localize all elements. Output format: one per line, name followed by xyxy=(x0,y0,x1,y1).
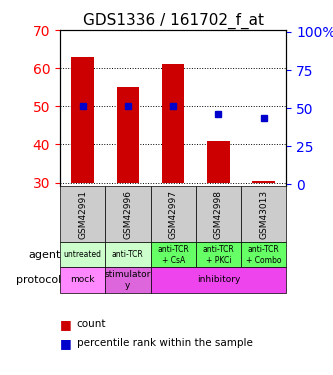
Text: ■: ■ xyxy=(60,318,72,331)
Text: agent: agent xyxy=(28,250,61,260)
Text: anti-TCR
+ CsA: anti-TCR + CsA xyxy=(157,245,189,264)
FancyBboxPatch shape xyxy=(151,267,286,292)
Text: mock: mock xyxy=(70,275,95,284)
Text: inhibitory: inhibitory xyxy=(197,275,240,284)
Text: GSM43013: GSM43013 xyxy=(259,190,268,239)
Text: protocol: protocol xyxy=(16,275,61,285)
Text: percentile rank within the sample: percentile rank within the sample xyxy=(77,338,252,348)
FancyBboxPatch shape xyxy=(241,186,286,242)
FancyBboxPatch shape xyxy=(196,186,241,242)
Text: anti-TCR
+ PKCi: anti-TCR + PKCi xyxy=(202,245,234,264)
FancyBboxPatch shape xyxy=(241,242,286,267)
Title: GDS1336 / 161702_f_at: GDS1336 / 161702_f_at xyxy=(83,12,264,28)
Text: GSM42997: GSM42997 xyxy=(168,190,178,239)
Text: untreated: untreated xyxy=(64,250,102,259)
Bar xyxy=(162,64,184,183)
FancyBboxPatch shape xyxy=(105,186,151,242)
Bar xyxy=(207,141,230,183)
FancyBboxPatch shape xyxy=(151,186,196,242)
Text: stimulator
y: stimulator y xyxy=(105,270,151,290)
Text: count: count xyxy=(77,320,106,329)
FancyBboxPatch shape xyxy=(105,267,151,292)
FancyBboxPatch shape xyxy=(105,242,151,267)
Text: anti-TCR: anti-TCR xyxy=(112,250,144,259)
Bar xyxy=(252,181,275,183)
FancyBboxPatch shape xyxy=(151,242,196,267)
FancyBboxPatch shape xyxy=(196,242,241,267)
Text: GSM42991: GSM42991 xyxy=(78,190,87,239)
Text: GSM42998: GSM42998 xyxy=(214,190,223,239)
Bar xyxy=(71,57,94,183)
FancyBboxPatch shape xyxy=(60,186,105,242)
Bar xyxy=(117,87,139,183)
Text: anti-TCR
+ Combo: anti-TCR + Combo xyxy=(246,245,281,264)
FancyBboxPatch shape xyxy=(60,242,105,267)
Text: GSM42996: GSM42996 xyxy=(123,190,133,239)
FancyBboxPatch shape xyxy=(60,267,105,292)
Text: ■: ■ xyxy=(60,337,72,350)
